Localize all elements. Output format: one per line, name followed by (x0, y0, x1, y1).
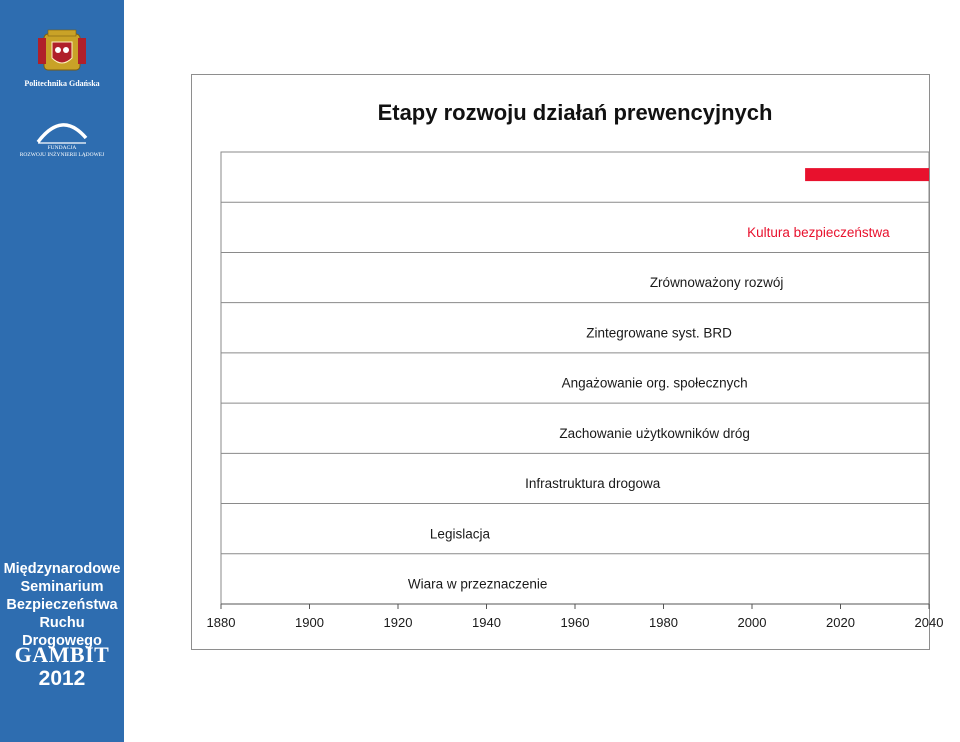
x-axis: 1880 1900 1920 1940 1960 1980 2000 2020 2040 (207, 603, 944, 630)
x-tick-label: 2020 (826, 615, 855, 630)
foundation-name-line2: ROZWOJU INŻYNIERII LĄDOWEJ (19, 152, 105, 158)
x-tick-label: 2040 (915, 615, 944, 630)
seminar-title-line: Międzynarodowe (3, 561, 121, 577)
stage-label: Kultura bezpieczeństwa (747, 225, 890, 240)
x-tick-label: 1980 (649, 615, 678, 630)
university-crest-logo (38, 29, 86, 71)
x-tick-label: 1880 (207, 615, 236, 630)
stage-label: Angażowanie org. społecznych (562, 376, 748, 391)
sidebar: Politechnika Gdańska FUNDACJA ROZWOJU IN… (0, 0, 124, 742)
stage-label: Wiara w przeznaczenie (408, 576, 548, 591)
foundation-bridge-logo (36, 123, 88, 144)
stage-bar (805, 168, 929, 182)
x-tick-label: 1920 (384, 615, 413, 630)
x-tick-label: 1940 (472, 615, 501, 630)
stage-label: Infrastruktura drogowa (525, 476, 661, 491)
event-year: 2012 (38, 667, 86, 690)
stage-labels: Wiara w przeznaczenie Legislacja Infrastru… (408, 225, 890, 592)
seminar-title: Międzynarodowe Seminarium Bezpieczeństwa… (0, 560, 124, 650)
seminar-title-line: Seminarium (20, 579, 104, 595)
foundation-name-line1: FUNDACJA (47, 145, 77, 151)
chart-title: Etapy rozwoju działań prewencyjnych (378, 100, 773, 125)
stage-label: Zrównoważony rozwój (650, 275, 784, 290)
stage-label: Zintegrowane syst. BRD (586, 325, 732, 340)
x-tick-label: 1900 (295, 615, 324, 630)
gridlines (220, 151, 930, 605)
event-name: GAMBIT (14, 642, 110, 667)
seminar-title-line: Ruchu Drogowego (22, 615, 102, 649)
stage-label: Legislacja (430, 526, 491, 541)
university-name: Politechnika Gdańska (24, 79, 100, 88)
x-tick-label: 2000 (738, 615, 767, 630)
x-tick-label: 1960 (561, 615, 590, 630)
bars (805, 168, 929, 182)
stage-label: Zachowanie użytkowników dróg (559, 426, 750, 441)
seminar-title-line: Bezpieczeństwa (6, 597, 118, 613)
